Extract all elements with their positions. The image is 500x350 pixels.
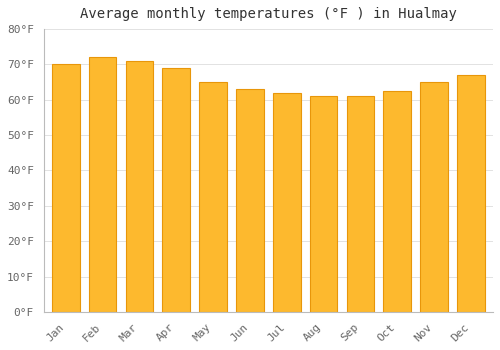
- Bar: [310, 96, 338, 312]
- Bar: [236, 89, 264, 312]
- Bar: [126, 61, 154, 312]
- Bar: [457, 75, 485, 312]
- Bar: [89, 57, 117, 312]
- Bar: [384, 91, 411, 312]
- Bar: [200, 82, 227, 312]
- Bar: [273, 93, 300, 312]
- Bar: [52, 64, 80, 312]
- Bar: [162, 68, 190, 312]
- Bar: [420, 82, 448, 312]
- Bar: [346, 96, 374, 312]
- Title: Average monthly temperatures (°F ) in Hualmay: Average monthly temperatures (°F ) in Hu…: [80, 7, 457, 21]
